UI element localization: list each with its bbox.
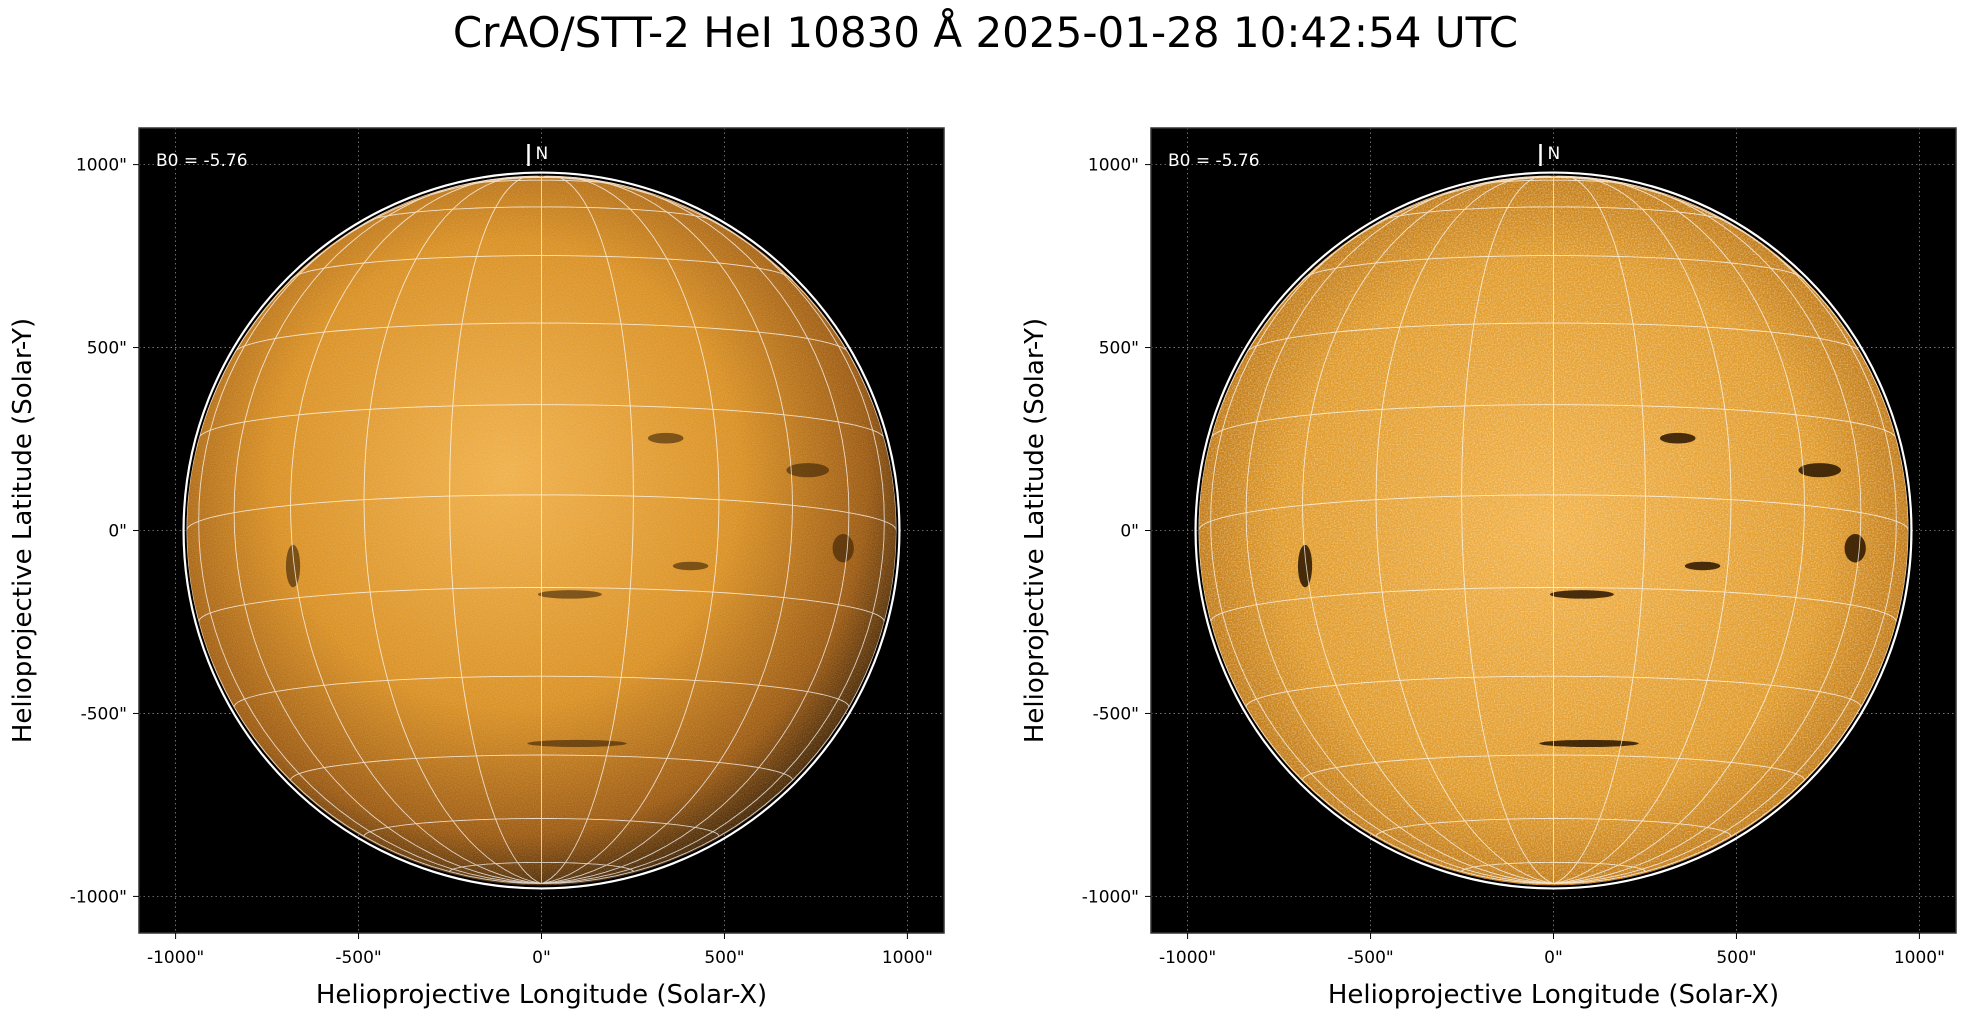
x-axis-label: Helioprojective Longitude (Solar-X) xyxy=(1328,980,1779,1010)
b0-label: B0 = -5.76 xyxy=(156,151,248,171)
longitude-line xyxy=(541,176,850,885)
filament-feature xyxy=(647,432,684,444)
longitude-line xyxy=(1553,176,1909,885)
y-tick-label: 0" xyxy=(1120,522,1139,542)
x-tick-label: 500" xyxy=(1716,948,1756,968)
figure-title: CrAO/STT-2 HeI 10830 Å 2025-01-28 10:42:… xyxy=(452,8,1519,57)
filament-feature xyxy=(1684,561,1721,571)
longitude-line xyxy=(1553,176,1862,885)
longitude-line xyxy=(1553,176,1897,885)
b0-label: B0 = -5.76 xyxy=(1168,151,1260,171)
longitude-line xyxy=(541,175,634,885)
y-tick-label: -1000" xyxy=(1082,887,1139,907)
x-axis-label: Helioprojective Longitude (Solar-X) xyxy=(316,980,767,1010)
longitude-line xyxy=(1553,175,1732,885)
filament-feature xyxy=(832,534,854,563)
x-tick-label: -500" xyxy=(335,948,381,968)
filament-feature xyxy=(537,590,602,599)
x-tick-label: -500" xyxy=(1347,948,1393,968)
longitude-line xyxy=(198,176,542,885)
longitude-line xyxy=(1553,175,1646,885)
filament-feature xyxy=(1798,463,1841,478)
filament-feature xyxy=(1539,739,1639,748)
y-tick-label: 1000" xyxy=(76,156,127,176)
x-tick-label: 0" xyxy=(532,948,551,968)
limb-circle xyxy=(1194,171,1913,890)
filament-feature xyxy=(786,463,829,478)
x-tick-label: 1000" xyxy=(1894,948,1945,968)
longitude-line xyxy=(449,175,542,885)
longitude-line xyxy=(1210,176,1554,885)
y-tick-label: -500" xyxy=(81,704,127,724)
north-label: N xyxy=(536,144,549,164)
x-tick-label: -1000" xyxy=(147,948,204,968)
y-axis-label: Helioprojective Latitude (Solar-Y) xyxy=(1020,318,1050,743)
filament-feature xyxy=(1844,534,1866,563)
longitude-line xyxy=(1198,176,1554,885)
y-tick-label: 500" xyxy=(87,339,127,359)
filament-feature xyxy=(672,561,709,571)
x-tick-label: 500" xyxy=(704,948,744,968)
filament-feature xyxy=(285,544,301,588)
longitude-line xyxy=(1461,175,1554,885)
longitude-line xyxy=(541,175,720,885)
longitude-line xyxy=(1302,176,1554,885)
filament-feature xyxy=(1297,544,1313,588)
north-label: N xyxy=(1548,144,1561,164)
y-tick-label: -1000" xyxy=(70,887,127,907)
longitude-line xyxy=(541,176,885,885)
filament-feature xyxy=(527,739,627,748)
limb-circle xyxy=(182,171,901,890)
filament-feature xyxy=(1549,590,1614,599)
x-tick-label: 1000" xyxy=(882,948,933,968)
y-tick-label: 0" xyxy=(108,522,127,542)
filament-feature xyxy=(1659,432,1696,444)
y-tick-label: -500" xyxy=(1093,704,1139,724)
longitude-line xyxy=(1553,176,1805,885)
longitude-line xyxy=(186,176,542,885)
longitude-line xyxy=(1245,176,1554,885)
heliographic-grid xyxy=(186,175,897,885)
longitude-line xyxy=(1375,175,1554,885)
longitude-line xyxy=(290,176,542,885)
y-tick-label: 1000" xyxy=(1088,156,1139,176)
longitude-line xyxy=(541,176,793,885)
y-tick-label: 500" xyxy=(1099,339,1139,359)
longitude-line xyxy=(363,175,542,885)
longitude-line xyxy=(233,176,542,885)
y-axis-label: Helioprojective Latitude (Solar-Y) xyxy=(8,318,38,743)
x-tick-label: -1000" xyxy=(1159,948,1216,968)
longitude-line xyxy=(541,176,897,885)
x-tick-label: 0" xyxy=(1544,948,1563,968)
heliographic-grid xyxy=(1198,175,1909,885)
